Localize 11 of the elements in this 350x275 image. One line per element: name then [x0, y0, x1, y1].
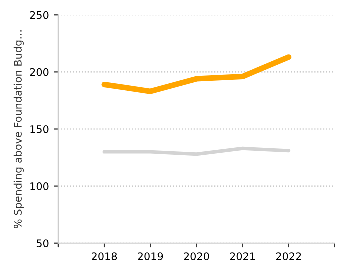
y-tick-label: 200 [30, 68, 49, 76]
y-tick-label: 50 [36, 240, 49, 248]
x-tick-label: 2020 [184, 252, 210, 260]
x-tick-label: 2018 [92, 252, 118, 260]
x-tick-label: 2021 [230, 252, 256, 260]
y-tick-label: 100 [30, 182, 49, 190]
y-axis-title: % Spending above Foundation Budg… [14, 30, 24, 228]
x-tick-label: 2022 [276, 252, 302, 260]
x-tick-label: 2019 [138, 252, 164, 260]
y-tick-label: 150 [30, 125, 49, 134]
y-tick-label: 250 [30, 11, 49, 20]
